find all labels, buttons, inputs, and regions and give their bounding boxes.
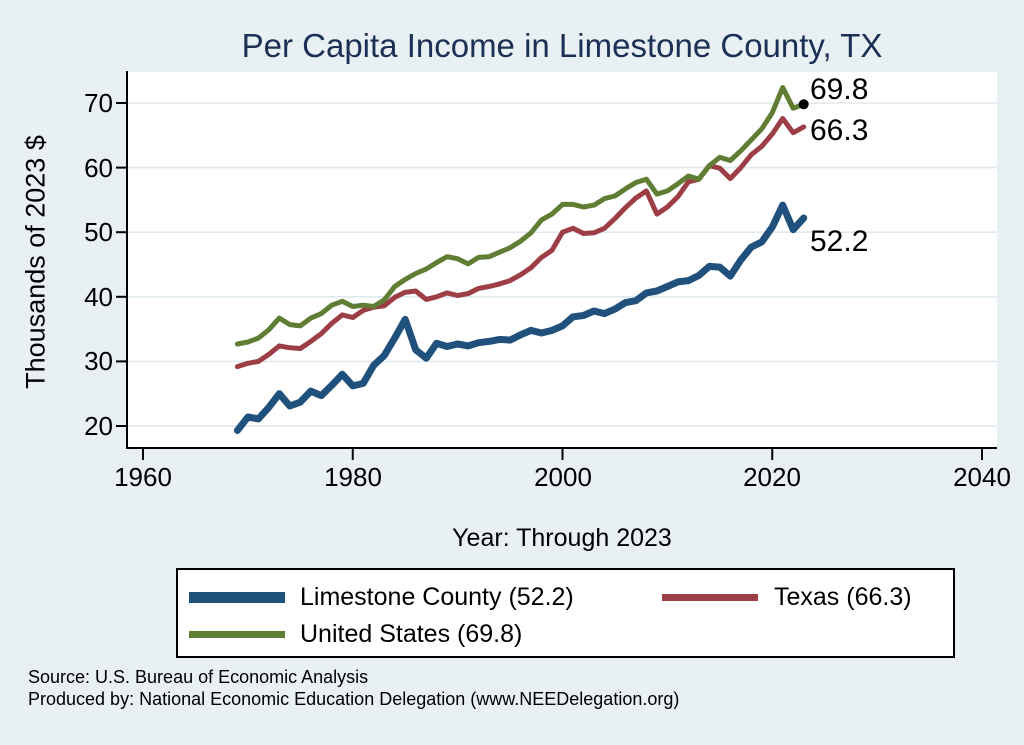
legend-swatch-texas (662, 594, 758, 601)
legend: Limestone County (52.2) Texas (66.3) Uni… (176, 568, 955, 658)
legend-label-texas: Texas (66.3) (774, 583, 912, 611)
x-tick-label-1960: 1960 (114, 462, 172, 492)
x-axis-title: Year: Through 2023 (452, 524, 672, 552)
x-tick-label-2040: 2040 (953, 462, 1011, 492)
legend-swatch-united-states (189, 631, 285, 638)
chart-title: Per Capita Income in Limestone County, T… (241, 27, 883, 64)
y-tick-label-70: 70 (84, 88, 113, 118)
produced-by-text: Produced by: National Economic Education… (28, 689, 680, 709)
legend-label-limestone-county: Limestone County (52.2) (300, 583, 574, 611)
plot-background (127, 72, 997, 448)
end-label-limestone-county: 52.2 (810, 225, 869, 258)
source-text: Source: U.S. Bureau of Economic Analysis (28, 667, 369, 687)
y-tick-label-20: 20 (84, 411, 113, 441)
y-tick-label-50: 50 (84, 217, 113, 247)
legend-label-united-states: United States (69.8) (300, 620, 523, 648)
y-tick-label-30: 30 (84, 346, 113, 376)
end-label-united-states: 69.8 (810, 73, 869, 106)
x-tick-label-1980: 1980 (324, 462, 382, 492)
legend-swatch-limestone-county (189, 592, 285, 603)
y-tick-label-40: 40 (84, 282, 113, 312)
y-tick-label-60: 60 (84, 153, 113, 183)
end-label-texas: 66.3 (810, 114, 869, 147)
series-line-limestone-county (233, 201, 808, 434)
end-point-dot (798, 99, 809, 110)
series-line-united-states (234, 85, 807, 347)
x-tick-label-2000: 2000 (534, 462, 592, 492)
x-tick-label-2020: 2020 (743, 462, 801, 492)
